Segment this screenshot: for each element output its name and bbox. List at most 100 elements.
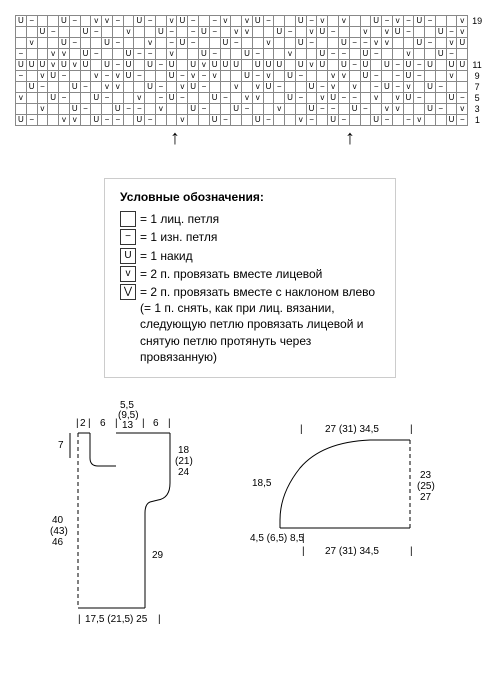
chart-cell: v: [112, 82, 123, 93]
chart-cell: −: [166, 27, 177, 38]
chart-cell: [16, 38, 27, 49]
chart-cell: [37, 93, 48, 104]
chart-cell: [26, 27, 37, 38]
chart-cell: −: [360, 104, 371, 115]
chart-cell: [112, 27, 123, 38]
chart-cell: U: [295, 16, 306, 27]
chart-cell: −: [425, 16, 436, 27]
legend-text: = 2 п. провязать вместе лицевой: [140, 266, 380, 282]
chart-cell: U: [80, 27, 91, 38]
chart-cell: U: [242, 71, 253, 82]
row-number: 11: [468, 60, 485, 71]
chart-cell: [48, 16, 59, 27]
chart-cell: v: [252, 82, 263, 93]
chart-cell: −: [263, 16, 274, 27]
chart-cell: [338, 104, 349, 115]
knitting-chart: U−U−vv−U−vU−−vvU−U−vvU−v−U−v19U−U−vU−−U−…: [15, 15, 485, 158]
chart-cell: [252, 38, 263, 49]
chart-cell: v: [48, 49, 59, 60]
chart-cell: [220, 49, 231, 60]
chart-cell: −: [403, 16, 414, 27]
chart-cell: [403, 38, 414, 49]
chart-cell: −: [382, 115, 393, 126]
chart-cell: U: [16, 16, 27, 27]
chart-cell: U: [155, 27, 166, 38]
chart-cell: U: [188, 82, 199, 93]
chart-cell: v: [338, 16, 349, 27]
chart-cell: −: [382, 16, 393, 27]
chart-cell: U: [338, 38, 349, 49]
chart-cell: U: [252, 60, 263, 71]
chart-cell: [338, 27, 349, 38]
chart-cell: [69, 27, 80, 38]
chart-cell: −: [295, 93, 306, 104]
chart-cell: U: [134, 16, 145, 27]
chart-cell: −: [252, 49, 263, 60]
chart-cell: [166, 82, 177, 93]
chart-cell: −: [37, 82, 48, 93]
chart-cell: U: [252, 115, 263, 126]
chart-cell: U: [338, 60, 349, 71]
chart-cell: v: [252, 93, 263, 104]
chart-cell: U: [59, 60, 70, 71]
chart-cell: U: [123, 49, 134, 60]
chart-cell: v: [69, 60, 80, 71]
chart-cell: [145, 27, 156, 38]
chart-cell: −: [188, 16, 199, 27]
chart-cell: v: [59, 115, 70, 126]
chart-cell: U: [209, 60, 220, 71]
chart-cell: U: [16, 115, 27, 126]
chart-cell: U: [425, 60, 436, 71]
chart-cell: U: [349, 104, 360, 115]
chart-cell: U: [177, 38, 188, 49]
chart-cell: [102, 27, 113, 38]
chart-cell: U: [145, 60, 156, 71]
chart-cell: −: [155, 93, 166, 104]
chart-cell: [199, 38, 210, 49]
chart-cell: [295, 49, 306, 60]
chart-cell: U: [199, 49, 210, 60]
chart-cell: U: [403, 93, 414, 104]
chart-cell: [80, 71, 91, 82]
chart-cell: U: [252, 16, 263, 27]
chart-cell: −: [392, 71, 403, 82]
chart-cell: −: [220, 93, 231, 104]
chart-cell: v: [242, 16, 253, 27]
chart-cell: U: [231, 60, 242, 71]
chart-cell: [220, 71, 231, 82]
chart-cell: [209, 82, 220, 93]
chart-cell: [177, 49, 188, 60]
chart-cell: −: [306, 16, 317, 27]
row-number: 5: [468, 93, 485, 104]
chart-cell: [199, 16, 210, 27]
m-left-main-a: 40: [52, 515, 64, 526]
chart-cell: v: [177, 115, 188, 126]
row-number: 19: [468, 16, 485, 27]
chart-cell: U: [166, 60, 177, 71]
chart-cell: −: [371, 71, 382, 82]
chart-cell: −: [177, 71, 188, 82]
chart-cell: −: [338, 115, 349, 126]
chart-cell: [177, 104, 188, 115]
chart-cell: v: [328, 82, 339, 93]
chart-cell: −: [112, 115, 123, 126]
chart-cell: [392, 38, 403, 49]
chart-cell: v: [446, 38, 457, 49]
chart-cell: U: [59, 16, 70, 27]
arrow-left: ↑: [170, 128, 180, 148]
chart-cell: −: [317, 104, 328, 115]
chart-cell: U: [220, 60, 231, 71]
chart-cell: [371, 104, 382, 115]
chart-cell: [274, 93, 285, 104]
chart-cell: v: [317, 93, 328, 104]
chart-cell: [37, 38, 48, 49]
chart-cell: −: [188, 27, 199, 38]
chart-cell: [457, 82, 468, 93]
m-left-top: 7: [58, 440, 64, 451]
chart-cell: U: [317, 27, 328, 38]
bar-br: |: [410, 546, 413, 557]
chart-cell: [37, 49, 48, 60]
chart-cell: U: [199, 27, 210, 38]
chart-cell: v: [231, 82, 242, 93]
chart-cell: −: [199, 104, 210, 115]
